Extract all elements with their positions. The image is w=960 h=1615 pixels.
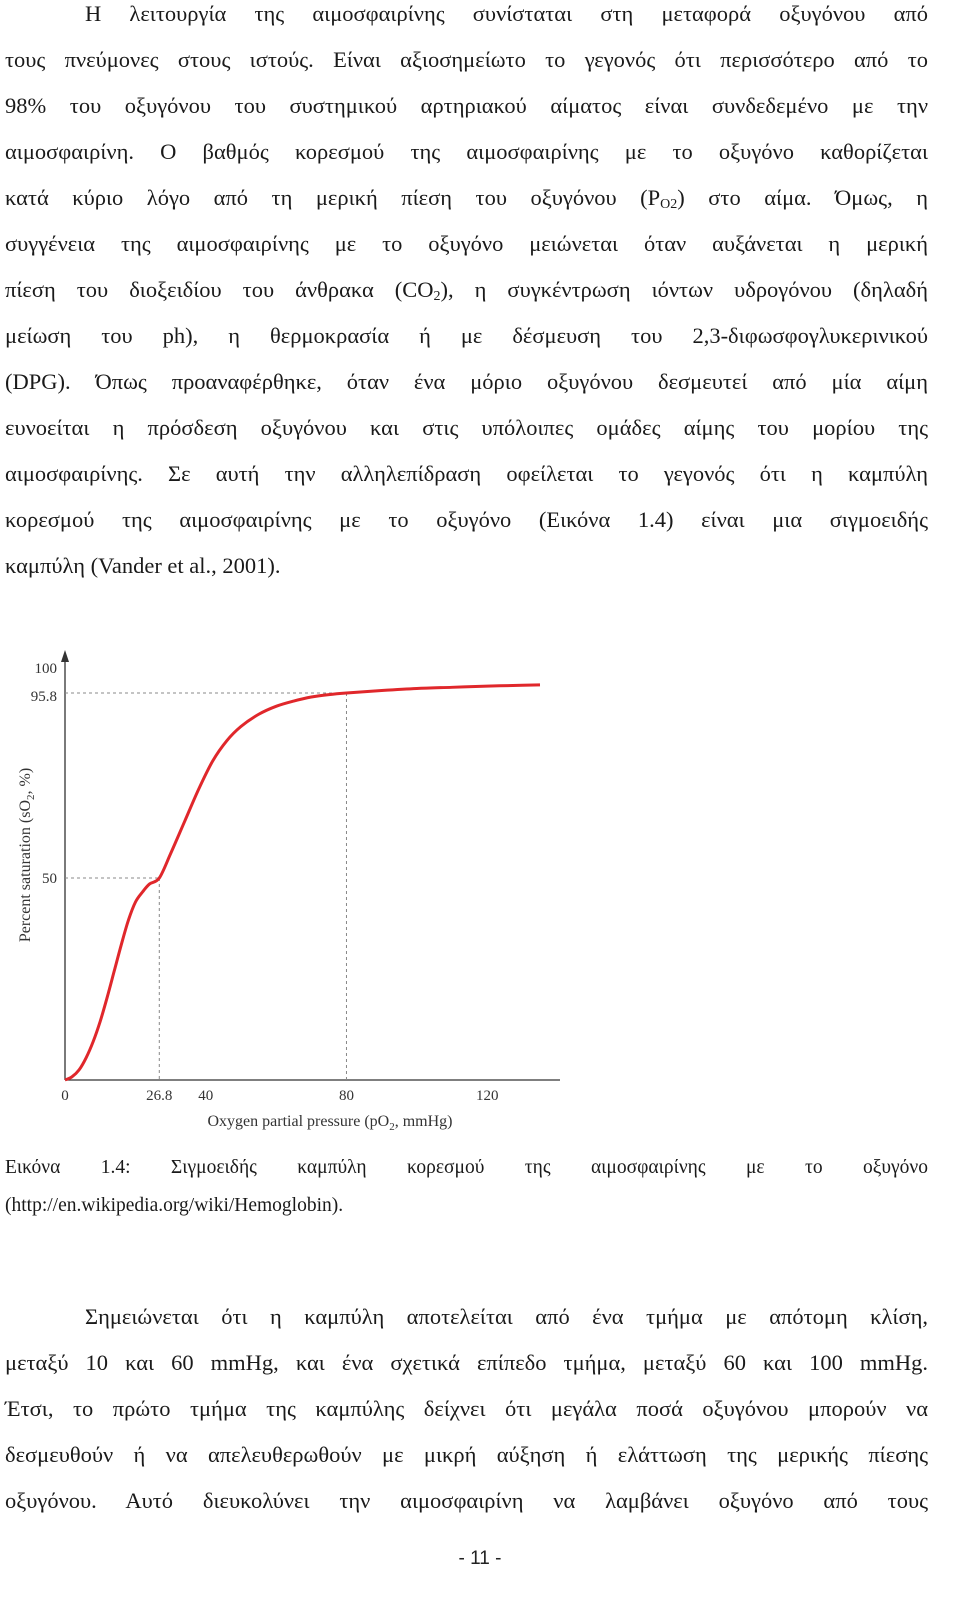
x-tick-label: 26.8 <box>146 1088 172 1104</box>
y-axis-arrow <box>61 650 69 662</box>
subscript: O2 <box>660 197 678 212</box>
paragraph-2: Σημειώνεται ότι η καμπύλη αποτελείται απ… <box>5 1294 928 1524</box>
y-tick-label: 50 <box>42 871 57 887</box>
text-line: Έτσι, το πρώτο τμήμα της καμπύλης δείχνε… <box>5 1396 928 1421</box>
text-line: αιμοσφαιρίνης. Σε αυτή την αλληλεπίδραση… <box>5 461 928 486</box>
y-tick-label: 100 <box>35 661 58 677</box>
text-line: συγγένεια της αιμοσφαιρίνης με το οξυγόν… <box>5 231 928 256</box>
subscript: 2 <box>433 289 441 304</box>
text-line: οξυγόνου. Αυτό διευκολύνει την αιμοσφαιρ… <box>5 1488 928 1513</box>
text-line: πίεση του διοξειδίου του άνθρακα (CO2), … <box>5 267 928 313</box>
tick-labels: 0 26.8 40 80 120 50 95.8 100 <box>31 661 499 1104</box>
caption-line: Εικόνα 1.4: Σιγμοειδής καμπύλη κορεσμού … <box>5 1157 928 1178</box>
text-segment: πίεση του διοξειδίου του άνθρακα (CO <box>5 277 434 302</box>
saturation-curve <box>64 683 541 1082</box>
x-tick-label: 40 <box>198 1088 213 1104</box>
x-tick-label: 0 <box>61 1088 69 1104</box>
text-segment: κατά κύριο λόγο από τη μερική πίεση του … <box>5 185 661 210</box>
paragraph-1: Η λειτουργία της αιμοσφαιρίνης συνίστατα… <box>5 0 928 589</box>
text-segment: ) στο αίμα. Όμως, η <box>677 185 928 210</box>
text-line: ευνοείται η πρόσδεση οξυγόνου και στις υ… <box>5 415 928 440</box>
text-line: μείωση του ph), η θερμοκρασία ή με δέσμε… <box>5 323 928 348</box>
text-line: τους πνεύμονες στους ιστούς. Είναι αξιοσ… <box>5 47 928 72</box>
text-line: 98% του οξυγόνου του συστημικού αρτηριακ… <box>5 93 928 118</box>
x-axis-label: Oxygen partial pressure (pO2, mmHg) <box>208 1113 453 1133</box>
page-number: - 11 - <box>458 1548 502 1569</box>
text-line: κατά κύριο λόγο από τη μερική πίεση του … <box>5 175 928 221</box>
text-line: κορεσμού της αιμοσφαιρίνης με το οξυγόνο… <box>5 507 928 532</box>
text-line: αιμοσφαιρίνη. Ο βαθμός κορεσμού της αιμο… <box>5 139 928 164</box>
text-line: καμπύλη (Vander et al., 2001). <box>5 553 281 578</box>
chart-axes <box>61 650 560 1081</box>
curve-layer <box>64 683 541 1082</box>
reference-lines <box>65 692 347 1080</box>
y-tick-label: 95.8 <box>31 689 57 705</box>
figure-caption: Εικόνα 1.4: Σιγμοειδής καμπύλη κορεσμού … <box>5 1149 928 1225</box>
text-line: Η λειτουργία της αιμοσφαιρίνης συνίστατα… <box>85 1 928 26</box>
x-tick-label: 80 <box>339 1088 354 1104</box>
oxygen-dissociation-chart: 0 26.8 40 80 120 50 95.8 100 Oxygen partial pre… <box>17 650 560 1133</box>
text-line: (DPG). Όπως προαναφέρθηκε, όταν ένα μόρι… <box>5 369 928 394</box>
y-axis-label: Percent saturation (sO2, %) <box>17 768 37 942</box>
text-line: μεταξύ 10 και 60 mmHg, και ένα σχετικά ε… <box>5 1350 928 1375</box>
text-line: Σημειώνεται ότι η καμπύλη αποτελείται απ… <box>85 1304 928 1329</box>
text-line: δεσμευθούν ή να απελευθερωθούν με μικρή … <box>5 1442 928 1467</box>
text-segment: ), η συγκέντρωση ιόντων υδρογόνου (δηλαδ… <box>440 277 928 302</box>
x-tick-label: 120 <box>476 1088 499 1104</box>
caption-line: (http://en.wikipedia.org/wiki/Hemoglobin… <box>5 1195 344 1216</box>
